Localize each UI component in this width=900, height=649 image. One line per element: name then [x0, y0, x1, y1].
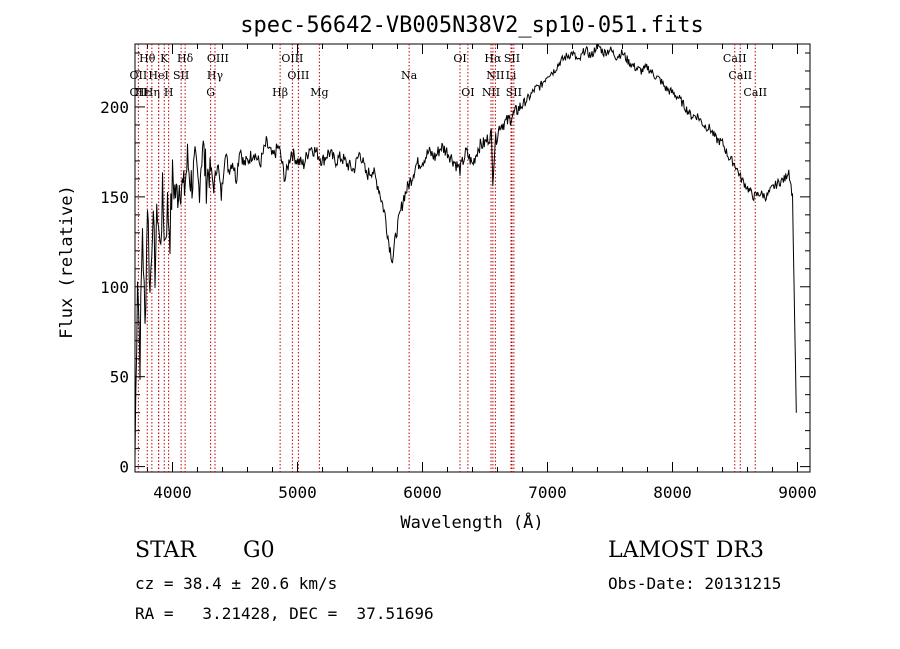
- redshift-cz: cz = 38.4 ± 20.6 km/s: [135, 574, 338, 593]
- line-label: Hη: [144, 86, 160, 99]
- observation-date: Obs-Date: 20131215: [608, 574, 782, 593]
- line-label: SII: [173, 69, 189, 82]
- y-tick-label: 0: [119, 458, 129, 477]
- chart-title: spec-56642-VB005N38V2_sp10-051.fits: [240, 13, 704, 38]
- line-label: SII: [506, 86, 522, 99]
- line-label: CaII: [723, 52, 747, 65]
- x-axis-label: Wavelength (Å): [400, 511, 543, 533]
- y-axis-label: Flux (relative): [57, 185, 77, 339]
- line-label: OII: [130, 86, 148, 99]
- object-class: STAR: [135, 538, 196, 563]
- line-label: CaII: [728, 69, 752, 82]
- line-label: NII: [482, 86, 500, 99]
- survey-name: LAMOST DR3: [608, 538, 764, 563]
- y-tick-label: 200: [100, 98, 129, 117]
- object-subclass: G0: [243, 538, 275, 563]
- line-label: Li: [506, 69, 517, 82]
- line-label: OIII: [287, 69, 309, 82]
- line-label: Hθ: [139, 52, 156, 65]
- x-tick-label: 8000: [653, 483, 692, 502]
- line-label: Hα: [484, 52, 502, 65]
- y-tick-label: 150: [100, 188, 129, 207]
- y-tick-label: 100: [100, 278, 129, 297]
- x-tick-label: 6000: [403, 483, 442, 502]
- line-label: OIII: [207, 52, 229, 65]
- emission-line-markers: [137, 44, 756, 472]
- x-tick-label: 9000: [778, 483, 817, 502]
- line-label: HeI: [148, 69, 168, 82]
- line-label: Na: [401, 69, 418, 82]
- line-label: K: [160, 52, 169, 65]
- x-tick-label: 7000: [528, 483, 567, 502]
- line-label: NII: [486, 69, 504, 82]
- line-label: Hδ: [177, 52, 194, 65]
- line-label: Mg: [310, 86, 328, 99]
- line-label: OI: [453, 52, 466, 65]
- line-label: G: [206, 86, 215, 99]
- line-label: CaII: [743, 86, 767, 99]
- line-label: OI: [461, 86, 474, 99]
- line-label: Hε: [135, 86, 151, 99]
- x-tick-label: 5000: [278, 483, 317, 502]
- line-label: SII: [504, 52, 520, 65]
- line-label: Hγ: [207, 69, 224, 82]
- line-label: OIII: [281, 52, 303, 65]
- line-label: H: [164, 86, 174, 99]
- line-label: Hβ: [272, 86, 288, 99]
- axis-ticks: 4000 5000 6000 7000 8000 9000 0 50 100 150 200: [100, 44, 817, 502]
- coordinates: RA = 3.21428, DEC = 37.51696: [135, 604, 434, 623]
- plot-frame: [134, 43, 811, 473]
- spectrum-line: [134, 44, 797, 459]
- x-tick-label: 4000: [153, 483, 192, 502]
- y-tick-label: 50: [110, 368, 129, 387]
- line-label: OII: [130, 69, 148, 82]
